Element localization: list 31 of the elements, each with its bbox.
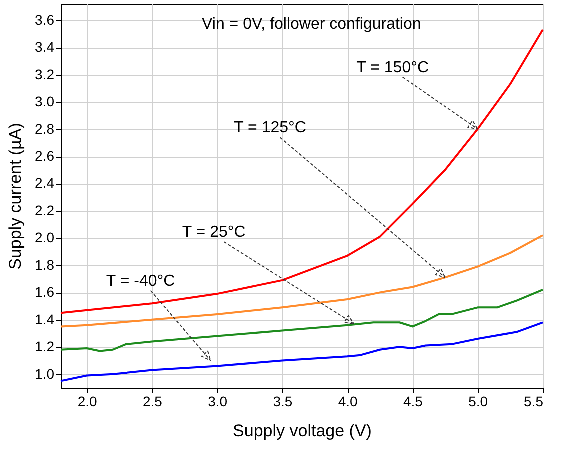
y-tick-label: 1.8 — [35, 256, 55, 273]
y-tick-label: 3.6 — [35, 12, 55, 28]
y-tick-label: 1.6 — [35, 284, 55, 300]
annotation: Vin = 0V, follower configuration — [202, 16, 422, 33]
y-tick-label: 2.4 — [35, 175, 55, 192]
annotation: T = 125°C — [234, 120, 306, 137]
y-axis-title: Supply current (µA) — [6, 123, 26, 270]
x-tick-label: 3.0 — [208, 394, 228, 410]
y-tick-label: 2.8 — [35, 120, 55, 137]
annotation: T = 25°C — [182, 224, 246, 241]
y-tick-label: 1.0 — [35, 366, 55, 382]
y-tick-label: 3.4 — [35, 39, 55, 56]
x-tick-label: 5.5 — [524, 394, 544, 410]
x-tick-label: 5.0 — [468, 394, 488, 410]
x-axis-title: Supply voltage (V) — [233, 422, 372, 440]
annotation: T = 150°C — [356, 59, 430, 76]
y-tick-label: 1.4 — [35, 311, 55, 328]
y-tick-label: 2.2 — [35, 202, 55, 218]
y-tick-label: 3.2 — [35, 66, 55, 82]
x-tick-label: 2.5 — [142, 394, 163, 410]
x-tick-label: 2.0 — [78, 394, 98, 410]
x-tick-label: 4.5 — [403, 394, 424, 410]
y-tick-label: 3.0 — [35, 94, 55, 110]
x-tick-label: 4.0 — [338, 394, 358, 410]
y-tick-label: 1.2 — [35, 338, 55, 355]
y-tick-label: 2.0 — [35, 230, 55, 246]
x-tick-label: 3.5 — [273, 394, 293, 410]
y-tick-label: 2.6 — [35, 148, 55, 164]
annotation: T = -40°C — [106, 272, 176, 290]
line-series — [60, 322, 544, 382]
line-series — [60, 288, 544, 352]
